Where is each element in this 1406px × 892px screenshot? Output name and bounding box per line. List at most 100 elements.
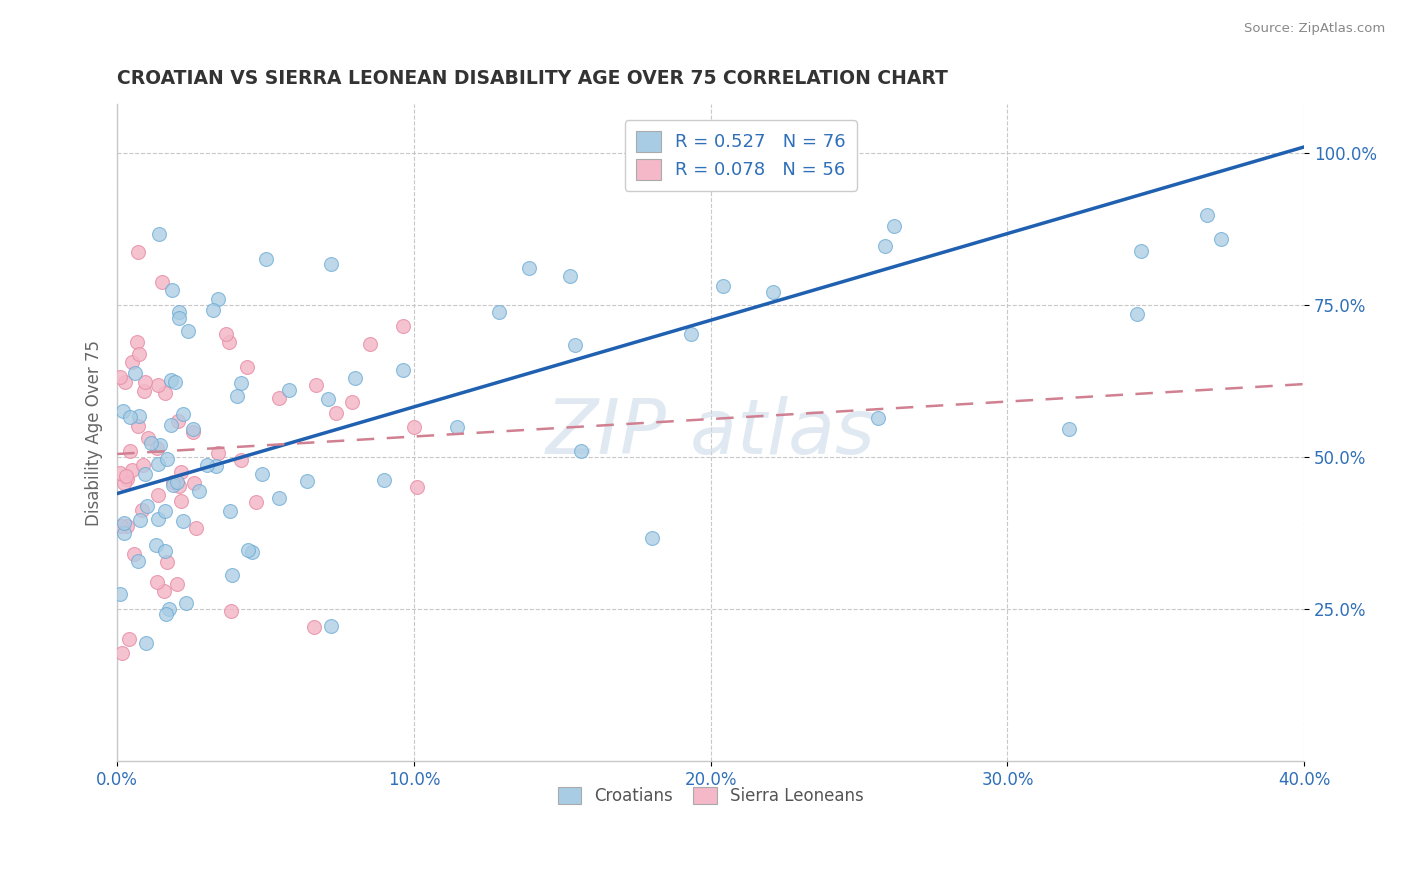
Point bbox=[305, 377, 328, 392]
Point bbox=[1197, 208, 1219, 222]
Point bbox=[207, 446, 229, 460]
Point bbox=[166, 475, 188, 489]
Point bbox=[167, 414, 190, 428]
Point bbox=[201, 302, 224, 317]
Point bbox=[215, 326, 238, 341]
Text: ZIP atlas: ZIP atlas bbox=[546, 396, 876, 470]
Point bbox=[181, 421, 204, 435]
Point bbox=[181, 425, 204, 439]
Point bbox=[569, 443, 592, 458]
Point bbox=[269, 491, 291, 505]
Point bbox=[146, 378, 169, 392]
Point bbox=[167, 478, 190, 492]
Point bbox=[219, 503, 242, 517]
Point bbox=[148, 488, 170, 502]
Point bbox=[641, 531, 664, 545]
Point bbox=[172, 514, 194, 528]
Point bbox=[115, 472, 138, 486]
Point bbox=[207, 293, 229, 307]
Point bbox=[127, 419, 149, 434]
Point bbox=[112, 475, 135, 490]
Point bbox=[558, 268, 581, 283]
Point bbox=[134, 467, 156, 481]
Point bbox=[145, 537, 167, 551]
Point bbox=[226, 389, 249, 403]
Point bbox=[139, 435, 162, 450]
Point bbox=[406, 480, 429, 494]
Point bbox=[868, 410, 890, 425]
Point bbox=[183, 476, 205, 491]
Point bbox=[160, 417, 183, 432]
Point bbox=[319, 257, 342, 271]
Point bbox=[129, 512, 152, 526]
Point bbox=[157, 602, 180, 616]
Point bbox=[174, 596, 197, 610]
Point bbox=[711, 278, 734, 293]
Point bbox=[304, 620, 326, 634]
Legend: Croatians, Sierra Leoneans: Croatians, Sierra Leoneans bbox=[551, 780, 870, 812]
Point bbox=[1130, 244, 1153, 259]
Point bbox=[108, 466, 131, 480]
Point bbox=[762, 285, 785, 300]
Point bbox=[170, 493, 193, 508]
Point bbox=[278, 383, 301, 397]
Point bbox=[150, 275, 173, 289]
Point bbox=[118, 444, 141, 458]
Point bbox=[132, 384, 155, 398]
Point bbox=[121, 355, 143, 369]
Point bbox=[342, 394, 364, 409]
Point bbox=[392, 318, 415, 333]
Point bbox=[114, 376, 136, 390]
Point bbox=[221, 568, 243, 582]
Point bbox=[159, 373, 181, 387]
Point bbox=[1057, 422, 1080, 436]
Point bbox=[134, 376, 156, 390]
Point bbox=[156, 555, 179, 569]
Point bbox=[132, 458, 155, 472]
Point bbox=[517, 260, 540, 275]
Point bbox=[155, 607, 177, 622]
Point bbox=[118, 632, 141, 647]
Point bbox=[295, 474, 318, 488]
Point bbox=[170, 465, 193, 479]
Point bbox=[128, 409, 150, 423]
Point bbox=[136, 431, 159, 445]
Point bbox=[127, 245, 149, 260]
Point bbox=[359, 337, 381, 351]
Point bbox=[1209, 232, 1232, 246]
Point bbox=[204, 459, 226, 474]
Point bbox=[136, 499, 159, 513]
Point bbox=[679, 327, 702, 342]
Point bbox=[1125, 307, 1147, 321]
Point bbox=[146, 575, 169, 590]
Point bbox=[148, 458, 170, 472]
Point bbox=[402, 420, 425, 434]
Point bbox=[160, 283, 183, 297]
Point bbox=[236, 543, 259, 558]
Point bbox=[110, 518, 132, 533]
Point bbox=[166, 576, 188, 591]
Point bbox=[146, 441, 169, 455]
Point bbox=[163, 375, 186, 389]
Point bbox=[118, 409, 141, 424]
Point bbox=[162, 478, 184, 492]
Point bbox=[177, 324, 200, 338]
Text: CROATIAN VS SIERRA LEONEAN DISABILITY AGE OVER 75 CORRELATION CHART: CROATIAN VS SIERRA LEONEAN DISABILITY AG… bbox=[117, 69, 948, 87]
Point bbox=[373, 473, 395, 487]
Point bbox=[156, 452, 179, 467]
Point bbox=[219, 604, 242, 618]
Point bbox=[112, 404, 135, 418]
Point bbox=[149, 438, 172, 452]
Point bbox=[153, 386, 176, 401]
Point bbox=[111, 647, 134, 661]
Point bbox=[231, 452, 253, 467]
Point bbox=[392, 363, 415, 377]
Point bbox=[127, 554, 149, 568]
Point bbox=[131, 503, 153, 517]
Point bbox=[564, 338, 586, 352]
Point bbox=[112, 526, 135, 541]
Point bbox=[254, 252, 277, 266]
Point bbox=[115, 468, 138, 483]
Point bbox=[325, 406, 347, 420]
Point bbox=[112, 516, 135, 530]
